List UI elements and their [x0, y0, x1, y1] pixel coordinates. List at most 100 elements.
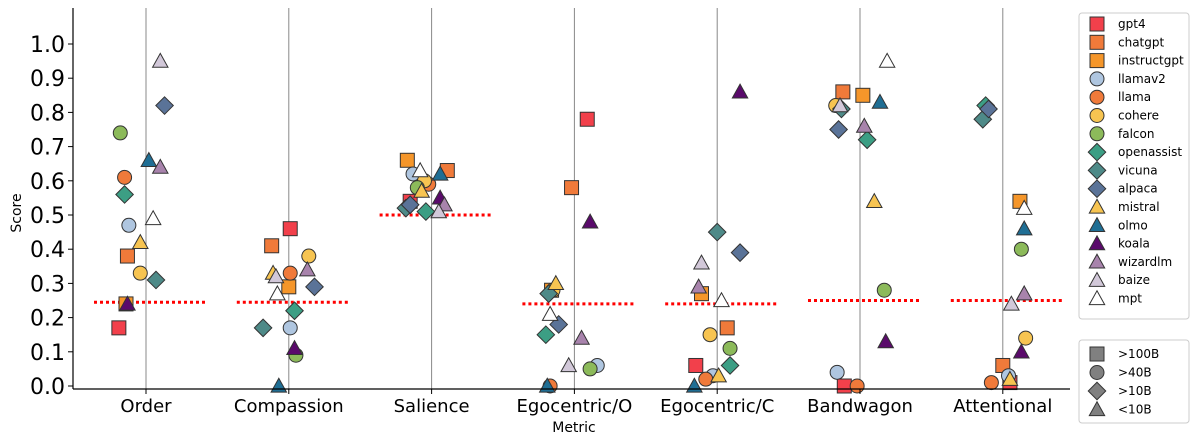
- legend-label: llama: [1118, 90, 1151, 104]
- data-point-baize: [692, 254, 711, 270]
- data-point-mpt: [541, 305, 559, 321]
- data-point-openassist: [115, 185, 135, 204]
- x-tick-label: Egocentric/C: [660, 396, 774, 417]
- legend-label: chatgpt: [1118, 35, 1164, 49]
- data-point-alpaca: [730, 243, 750, 263]
- data-point-llama: [698, 371, 714, 387]
- data-point-wizardlm: [855, 117, 873, 133]
- legend-label: alpaca: [1118, 182, 1158, 196]
- legend-marker-mistral: [1088, 198, 1106, 214]
- legend-label: llamav2: [1118, 72, 1166, 86]
- data-point-alpaca: [400, 195, 420, 215]
- legend-label: mpt: [1118, 292, 1142, 306]
- data-point-llamav2: [121, 217, 137, 233]
- data-point-wizardlm: [572, 329, 591, 345]
- data-point-wizardlm: [1015, 284, 1033, 301]
- data-point-alpaca: [829, 120, 849, 139]
- baseline-markers: [94, 213, 1063, 306]
- data-point-mpt: [712, 291, 731, 308]
- legend-label: gpt4: [1118, 17, 1146, 31]
- data-point-gpt4: [836, 378, 852, 394]
- data-point-wizardlm: [690, 278, 708, 294]
- data-point-vicuna: [707, 222, 727, 242]
- data-point-falcon: [582, 361, 598, 377]
- data-point-openassist: [857, 130, 877, 150]
- y-tick-label: 0.2: [30, 307, 65, 332]
- data-point-llama: [117, 169, 133, 185]
- size-legend-label: >40B: [1118, 366, 1152, 380]
- data-point-baize: [831, 96, 849, 113]
- data-point-koala: [877, 332, 895, 349]
- data-point-mistral: [131, 233, 149, 250]
- y-tick-label: 1.0: [30, 33, 65, 58]
- data-points: [111, 52, 1034, 394]
- data-point-koala: [1012, 343, 1030, 359]
- size-legend: >100B >40B >10B <10B: [1078, 339, 1190, 424]
- data-point-koala: [731, 83, 749, 99]
- x-tick-label: Order: [120, 396, 172, 417]
- data-point-gpt4: [111, 320, 127, 336]
- data-point-mpt: [411, 161, 429, 178]
- data-point-baize: [151, 52, 169, 68]
- y-tick-label: 0.1: [30, 341, 65, 366]
- data-point-mpt: [268, 284, 286, 301]
- legend-marker-cohere: [1089, 108, 1105, 123]
- x-ticks: Order Compassion Salience Egocentric/O Egoce…: [120, 389, 1052, 417]
- legend-marker-instructgpt: [1089, 53, 1105, 69]
- data-point-openassist: [416, 202, 436, 222]
- data-point-cohere: [132, 265, 148, 281]
- data-point-mistral: [710, 367, 728, 383]
- data-point-koala: [285, 339, 304, 356]
- legend-marker-openassist: [1087, 142, 1107, 162]
- category-gridlines: [145, 8, 1004, 389]
- data-point-alpaca: [979, 99, 998, 119]
- legend-marker-gpt4: [1089, 16, 1105, 32]
- data-point-chatgpt: [719, 320, 735, 336]
- data-point-mistral: [547, 274, 565, 291]
- size-legend-marker: [1087, 381, 1107, 401]
- y-tick-label: 0.4: [30, 238, 65, 263]
- legend-label: openassist: [1118, 145, 1182, 159]
- legend-label: baize: [1118, 273, 1150, 287]
- model-legend: gpt4 chatgpt instructgpt llamav2 llama cohere…: [1078, 12, 1190, 320]
- size-legend-marker: [1088, 400, 1106, 417]
- data-point-olmo: [140, 151, 158, 167]
- legend-marker-alpaca: [1087, 179, 1107, 199]
- axes: [72, 8, 1070, 390]
- x-tick-label: Compassion: [234, 396, 344, 417]
- y-tick-label: 0.3: [30, 272, 65, 297]
- data-point-falcon: [876, 282, 892, 298]
- data-point-olmo: [1015, 219, 1033, 236]
- data-point-llamav2: [282, 320, 298, 336]
- y-tick-label: 0.6: [30, 170, 65, 195]
- data-point-wizardlm: [298, 260, 316, 277]
- data-point-koala: [118, 295, 136, 311]
- data-point-gpt4: [688, 357, 704, 373]
- data-point-mistral: [413, 182, 431, 198]
- legend-marker-falcon: [1089, 126, 1105, 142]
- legend-marker-vicuna: [1087, 160, 1107, 180]
- data-point-olmo: [871, 93, 889, 109]
- data-point-falcon: [1013, 241, 1029, 257]
- size-legend-label: <10B: [1118, 403, 1152, 417]
- legend-frame: [1078, 12, 1190, 320]
- data-point-instructgpt: [855, 87, 871, 103]
- size-legend-label: >100B: [1118, 347, 1159, 361]
- data-point-vicuna: [146, 270, 166, 290]
- data-point-baize: [560, 356, 578, 373]
- data-point-cohere: [702, 327, 718, 343]
- legend-label: falcon: [1118, 127, 1154, 141]
- data-point-olmo: [270, 377, 288, 393]
- data-point-openassist: [536, 325, 556, 345]
- data-point-baize: [267, 267, 285, 284]
- data-point-mistral: [865, 192, 883, 208]
- y-tick-label: 0.9: [30, 67, 65, 92]
- legend-label: wizardlm: [1118, 255, 1172, 269]
- legend-marker-koala: [1088, 234, 1106, 251]
- x-tick-label: Bandwagon: [807, 396, 913, 417]
- legend-marker-olmo: [1088, 216, 1106, 232]
- data-point-mistral: [1001, 370, 1019, 386]
- data-point-cohere: [1018, 330, 1034, 346]
- data-point-gpt4: [579, 111, 595, 127]
- data-point-llama: [849, 378, 865, 394]
